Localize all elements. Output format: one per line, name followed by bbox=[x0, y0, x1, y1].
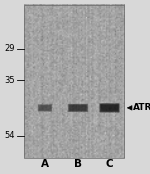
FancyBboxPatch shape bbox=[70, 105, 86, 110]
FancyBboxPatch shape bbox=[38, 105, 52, 111]
Text: 54: 54 bbox=[4, 131, 15, 140]
FancyBboxPatch shape bbox=[69, 105, 87, 111]
FancyBboxPatch shape bbox=[100, 104, 119, 112]
FancyBboxPatch shape bbox=[39, 105, 51, 111]
FancyBboxPatch shape bbox=[69, 104, 87, 111]
Bar bbox=[24, 5, 124, 158]
FancyBboxPatch shape bbox=[68, 104, 88, 112]
Text: A: A bbox=[41, 159, 49, 169]
FancyBboxPatch shape bbox=[69, 105, 87, 111]
Text: 35: 35 bbox=[4, 76, 15, 85]
FancyBboxPatch shape bbox=[100, 104, 119, 112]
FancyBboxPatch shape bbox=[99, 103, 120, 113]
FancyBboxPatch shape bbox=[101, 105, 118, 111]
FancyBboxPatch shape bbox=[39, 105, 51, 110]
FancyBboxPatch shape bbox=[38, 104, 52, 111]
Text: B: B bbox=[74, 159, 82, 169]
Text: ATR: ATR bbox=[133, 103, 150, 112]
Text: C: C bbox=[106, 159, 113, 169]
FancyBboxPatch shape bbox=[100, 104, 119, 112]
FancyBboxPatch shape bbox=[38, 104, 52, 112]
Text: 29: 29 bbox=[4, 44, 15, 53]
FancyBboxPatch shape bbox=[68, 104, 88, 112]
FancyBboxPatch shape bbox=[101, 105, 118, 111]
